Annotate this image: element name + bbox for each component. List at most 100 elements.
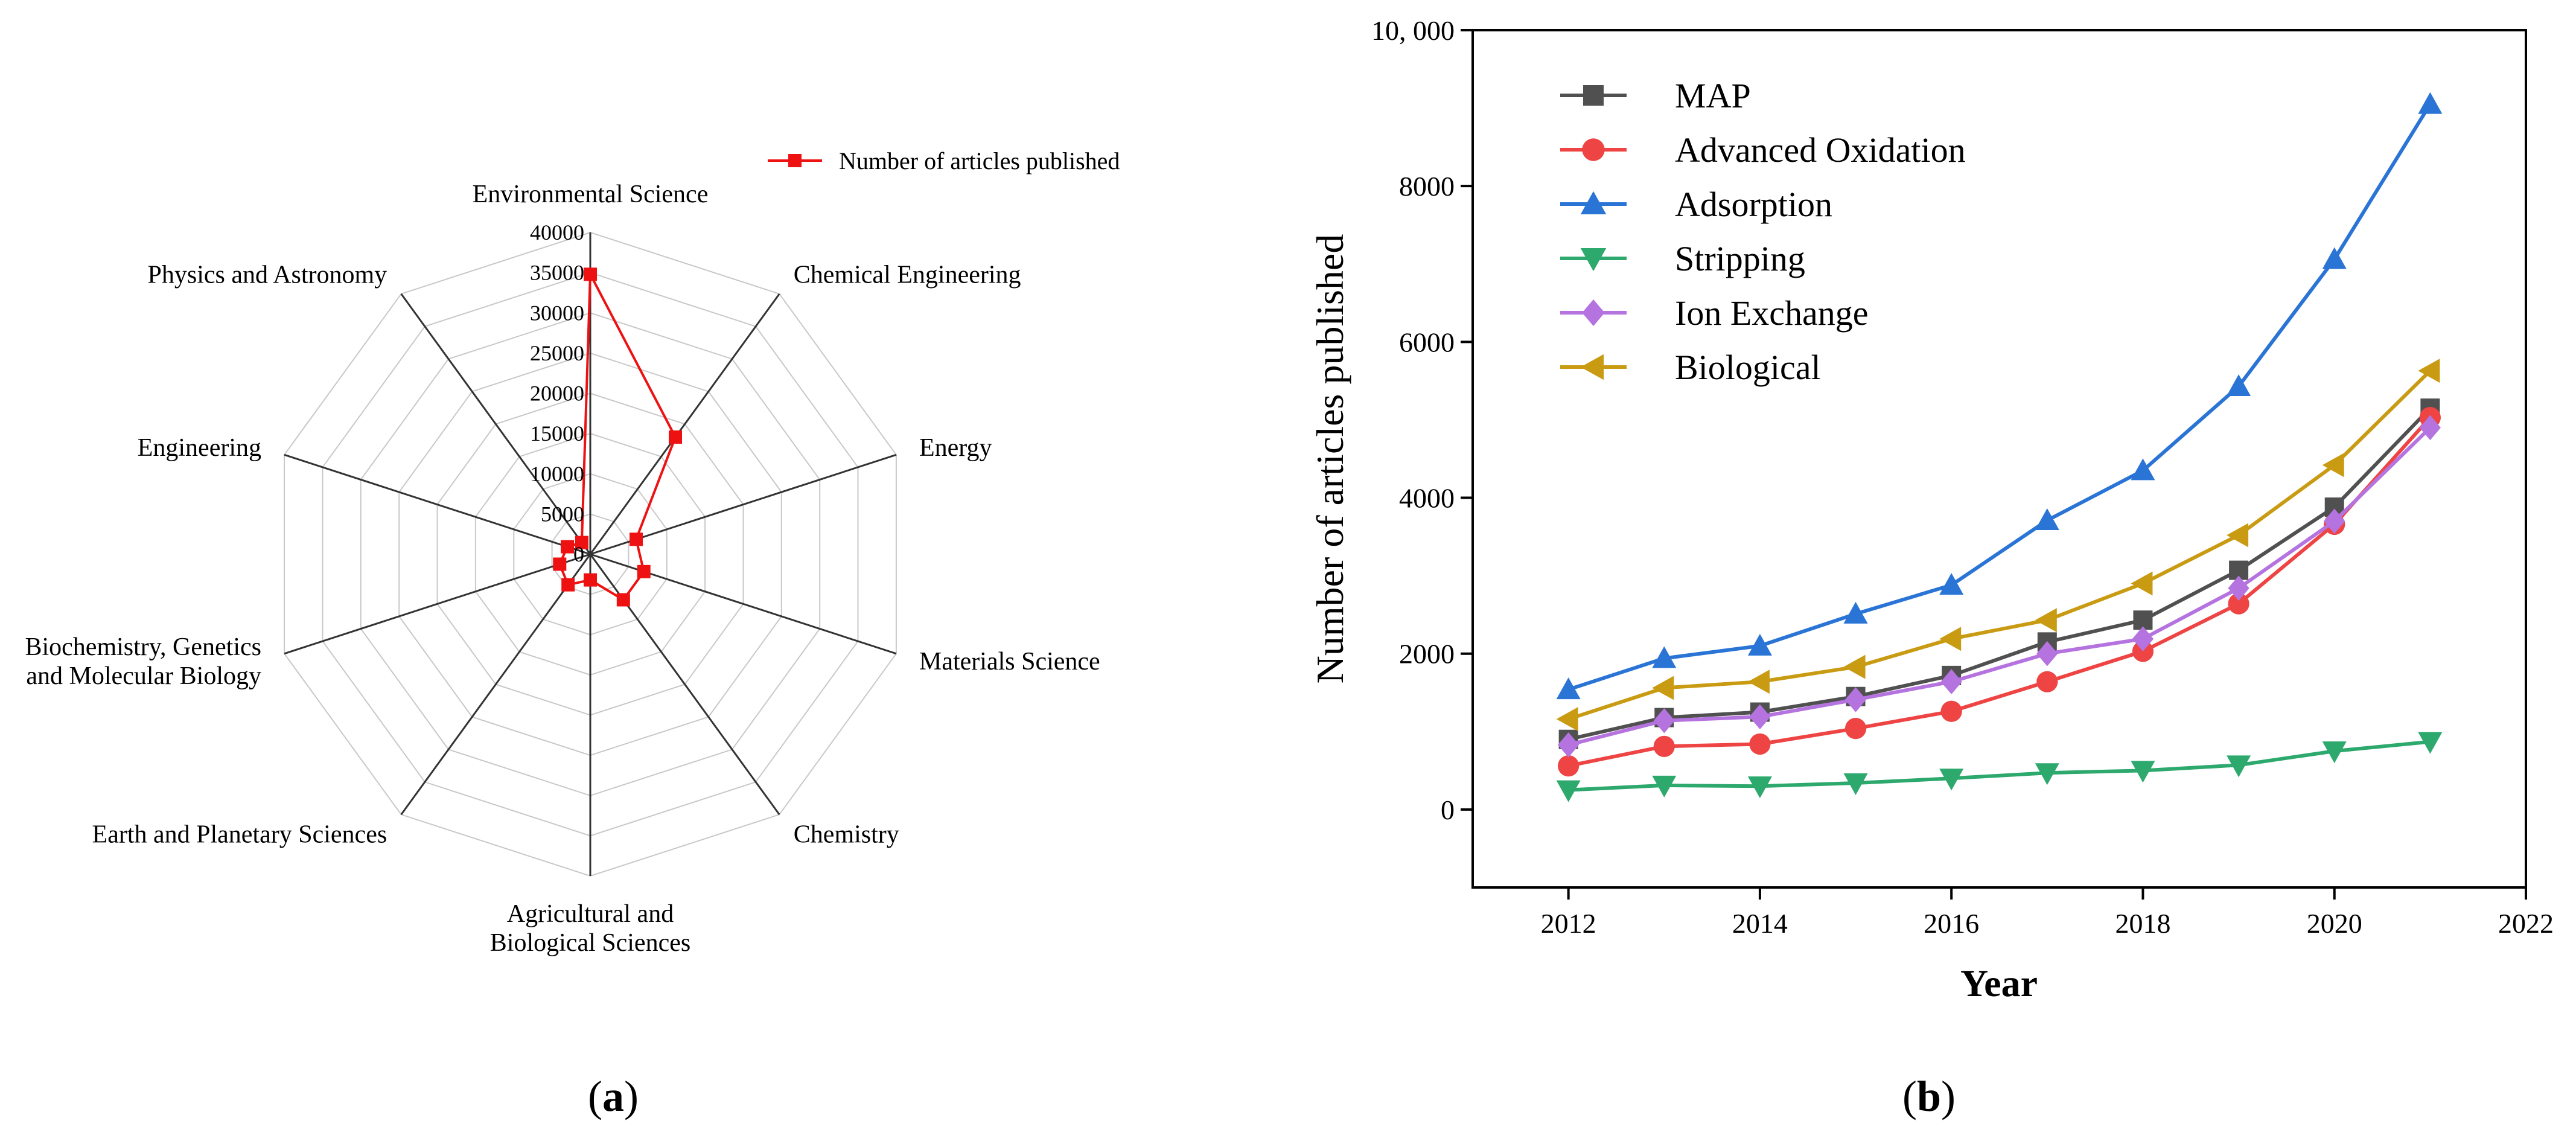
radar-category-label: Chemistry xyxy=(794,821,899,849)
line-series-path xyxy=(1567,426,2432,747)
line-legend-label: MAP xyxy=(1675,76,1751,115)
radar-category-label: Energy xyxy=(919,434,992,462)
radar-tick-label: 5000 xyxy=(541,502,584,526)
radar-axis-spoke xyxy=(284,453,591,555)
radar-category-label: Biochemistry, Genetics and Molecular Biol… xyxy=(25,633,261,690)
line-data-point xyxy=(1652,646,1677,668)
radar-data-point xyxy=(561,540,574,554)
radar-data-point xyxy=(637,564,651,578)
radar-data-point xyxy=(630,532,643,546)
line-data-point xyxy=(1749,704,1771,730)
line-data-point xyxy=(2418,92,2443,114)
radar-category-label: Materials Science xyxy=(919,648,1100,676)
line-data-point xyxy=(1653,708,1675,734)
line-data-point xyxy=(1652,775,1677,798)
line-series-path xyxy=(1568,740,2431,792)
x-axis-label: Year xyxy=(1960,962,2038,1005)
line-data-point xyxy=(2036,641,2058,666)
line-data-point xyxy=(2227,374,2251,396)
line-data-point xyxy=(1844,687,1867,712)
x-tick-label: 2014 xyxy=(1732,908,1788,939)
radar-tick-label: 0 xyxy=(573,542,584,566)
y-axis-label: Number of articles published xyxy=(1309,234,1351,684)
line-data-point xyxy=(1843,601,1868,624)
line-legend-marker xyxy=(1580,191,1607,214)
radar-tick-label: 15000 xyxy=(530,421,584,446)
y-tick-label: 0 xyxy=(1441,794,1455,825)
line-data-point xyxy=(1939,627,1962,651)
panel-b-letter: b xyxy=(1917,1072,1941,1120)
line-data-point xyxy=(1747,776,1772,799)
panel-a-letter: a xyxy=(602,1072,624,1120)
line-axes: 2012 2014 2016 2018 2020 2022 0 2000 4000 6000 800… xyxy=(1371,15,2554,939)
line-data-point xyxy=(2227,755,2251,778)
x-tick-label: 2012 xyxy=(1541,908,1596,939)
line-data-point xyxy=(2035,763,2059,785)
radar-category-labels: Environmental Science Chemical Engineerin… xyxy=(25,181,1100,957)
line-legend-label: Stripping xyxy=(1675,239,1805,278)
line-data-point xyxy=(2131,571,2153,596)
line-data-point xyxy=(1747,633,1772,656)
line-data-point xyxy=(2227,523,2249,548)
radar-legend: Number of articles published xyxy=(768,147,1120,174)
y-tick-label: 6000 xyxy=(1399,327,1455,357)
line-data-point xyxy=(2418,359,2440,383)
radar-data-point xyxy=(575,535,588,549)
radar-tick-label: 30000 xyxy=(530,301,584,325)
line-legend-label: Adsorption xyxy=(1675,185,1832,224)
line-data-point xyxy=(2324,508,2345,534)
panel-b-label: (b) xyxy=(1902,1072,1956,1120)
radar-category-label: Engineering xyxy=(138,434,261,462)
line-series-path xyxy=(1567,369,2432,721)
line-data-point xyxy=(1556,780,1581,802)
line-legend-marker xyxy=(1582,138,1605,161)
line-series-path xyxy=(1568,416,2432,768)
x-tick-label: 2022 xyxy=(2498,908,2554,939)
y-tick-label: 4000 xyxy=(1399,483,1455,514)
line-legend-marker xyxy=(1582,299,1605,327)
radar-data-point xyxy=(553,557,567,571)
line-legend-marker xyxy=(1583,85,1604,106)
line-data-point xyxy=(2322,741,2347,764)
radar-legend-marker xyxy=(788,154,802,167)
radar-axis-spoke xyxy=(589,293,780,555)
radar-category-label: Earth and Planetary Sciences xyxy=(92,821,387,849)
y-tick-label: 10, 000 xyxy=(1371,15,1455,46)
line-data-point xyxy=(2228,593,2249,615)
line-chart: 2012 2014 2016 2018 2020 2022 0 2000 4000 6000 800… xyxy=(1309,15,2554,1005)
line-data-point xyxy=(1940,669,1962,694)
line-legend-label: Ion Exchange xyxy=(1675,293,1868,333)
radar-data-point xyxy=(584,267,597,281)
x-tick-label: 2018 xyxy=(2115,908,2170,939)
radar-data-point xyxy=(616,593,630,607)
line-series-path xyxy=(1567,103,2432,691)
line-data-point xyxy=(2418,732,2443,754)
y-tick-label: 8000 xyxy=(1399,171,1455,202)
line-data-point xyxy=(2419,415,2441,441)
radar-axis-spoke xyxy=(400,554,591,816)
line-data-point xyxy=(1843,773,1868,796)
radar-category-label: Physics and Astronomy xyxy=(148,261,387,289)
radar-tick-labels: 0 5000 10000 15000 20000 25000 30000 35000 40000 xyxy=(530,220,584,566)
radar-data-point xyxy=(669,430,682,444)
line-legend: MAP Advanced Oxidation Adsorption Stripping… xyxy=(1560,76,1966,387)
line-data-point xyxy=(1558,755,1580,777)
line-data-point xyxy=(1843,654,1866,679)
radar-tick-label: 35000 xyxy=(530,261,584,285)
radar-chart: 0 5000 10000 15000 20000 25000 30000 35000 40000… xyxy=(25,147,1120,957)
line-data-point xyxy=(1939,573,1964,595)
radar-category-label: Environmental Science xyxy=(473,181,709,208)
y-tick-label: 2000 xyxy=(1399,639,1455,670)
line-data-point xyxy=(1844,718,1867,740)
line-data-point xyxy=(1749,733,1771,755)
line-data-point xyxy=(2131,761,2155,783)
line-series-path xyxy=(1567,407,2432,741)
line-legend-label: Advanced Oxidation xyxy=(1675,130,1966,170)
line-data-point xyxy=(2035,508,2059,530)
radar-data-point xyxy=(584,573,597,587)
radar-axis-spoke xyxy=(284,553,591,655)
line-data-point xyxy=(2131,458,2155,481)
line-series xyxy=(1556,92,2443,802)
line-legend-marker xyxy=(1580,248,1607,272)
